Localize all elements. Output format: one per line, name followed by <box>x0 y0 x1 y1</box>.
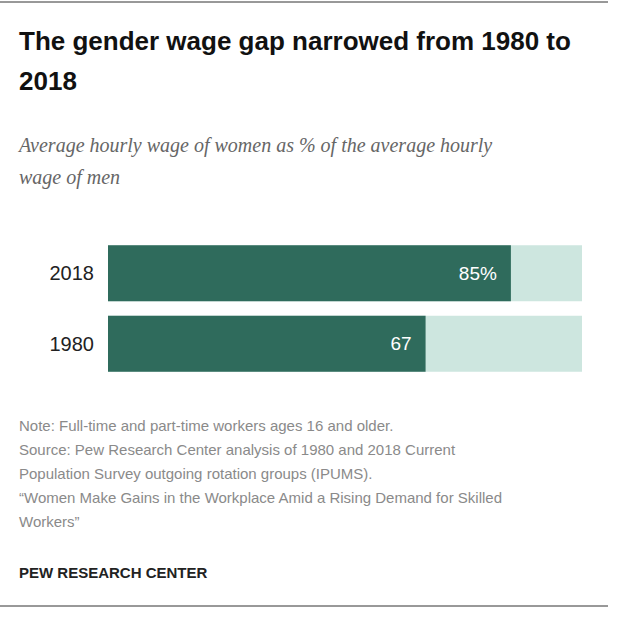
svg-text:The gender wage gap narrowed f: The gender wage gap narrowed from 1980 t… <box>19 26 578 56</box>
svg-text:67: 67 <box>390 333 411 354</box>
svg-text:Average hourly wage of women a: Average hourly wage of women as % of the… <box>17 134 497 157</box>
svg-text:Note: Full-time and part-time: Note: Full-time and part-time workers ag… <box>19 417 393 434</box>
svg-text:Workers”: Workers” <box>19 513 80 530</box>
svg-text:PEW RESEARCH CENTER: PEW RESEARCH CENTER <box>19 564 208 581</box>
svg-text:85%: 85% <box>459 263 497 284</box>
svg-text:Source: Pew Research Center an: Source: Pew Research Center analysis of … <box>19 441 459 458</box>
svg-text:wage of men: wage of men <box>19 166 120 189</box>
svg-text:Population Survey outgoing rot: Population Survey outgoing rotation grou… <box>19 465 373 482</box>
svg-text:1980: 1980 <box>50 333 95 355</box>
svg-text:“Women Make Gains in the Workp: “Women Make Gains in the Workplace Amid … <box>19 489 506 506</box>
svg-text:2018: 2018 <box>50 262 95 284</box>
svg-text:2018: 2018 <box>19 66 77 96</box>
